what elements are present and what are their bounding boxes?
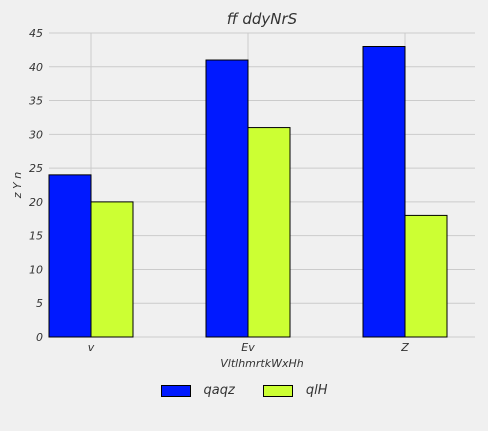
bar [247,127,291,338]
bar [48,174,92,338]
y-tick-label: 0 [36,331,43,344]
y-tick-label: 40 [29,61,43,74]
legend-item: qlH [262,383,328,398]
y-tick-label: 5 [36,297,43,310]
y-tick-label: 10 [29,263,43,276]
legend-label: qaqz [203,383,235,398]
legend: qaqz qlH [0,383,488,398]
bar [90,201,134,338]
y-axis-label: z Y n [11,172,24,199]
x-tick-label: Z [400,341,409,354]
bar [205,59,249,338]
y-tick-label: 20 [29,196,43,209]
x-axis-ticks: v Ev Z [88,341,409,354]
y-tick-label: 45 [29,27,43,40]
y-tick-label: 30 [29,128,43,141]
x-tick-label: v [88,341,95,354]
bar [362,46,406,338]
y-tick-label: 15 [29,230,43,243]
legend-swatch [262,384,293,397]
legend-item: qaqz [160,383,235,398]
chart-title: ff ddyNrS [227,10,298,28]
x-axis-label: VltlhmrtkWxHh [220,357,304,370]
legend-label: qlH [305,383,328,398]
y-tick-label: 35 [29,95,43,108]
legend-swatch [160,384,191,397]
bar [404,214,448,338]
y-axis-ticks: 0 5 10 15 20 25 30 35 40 45 [29,27,43,344]
bars [48,46,448,338]
x-tick-label: Ev [241,341,255,354]
y-tick-label: 25 [29,162,43,175]
